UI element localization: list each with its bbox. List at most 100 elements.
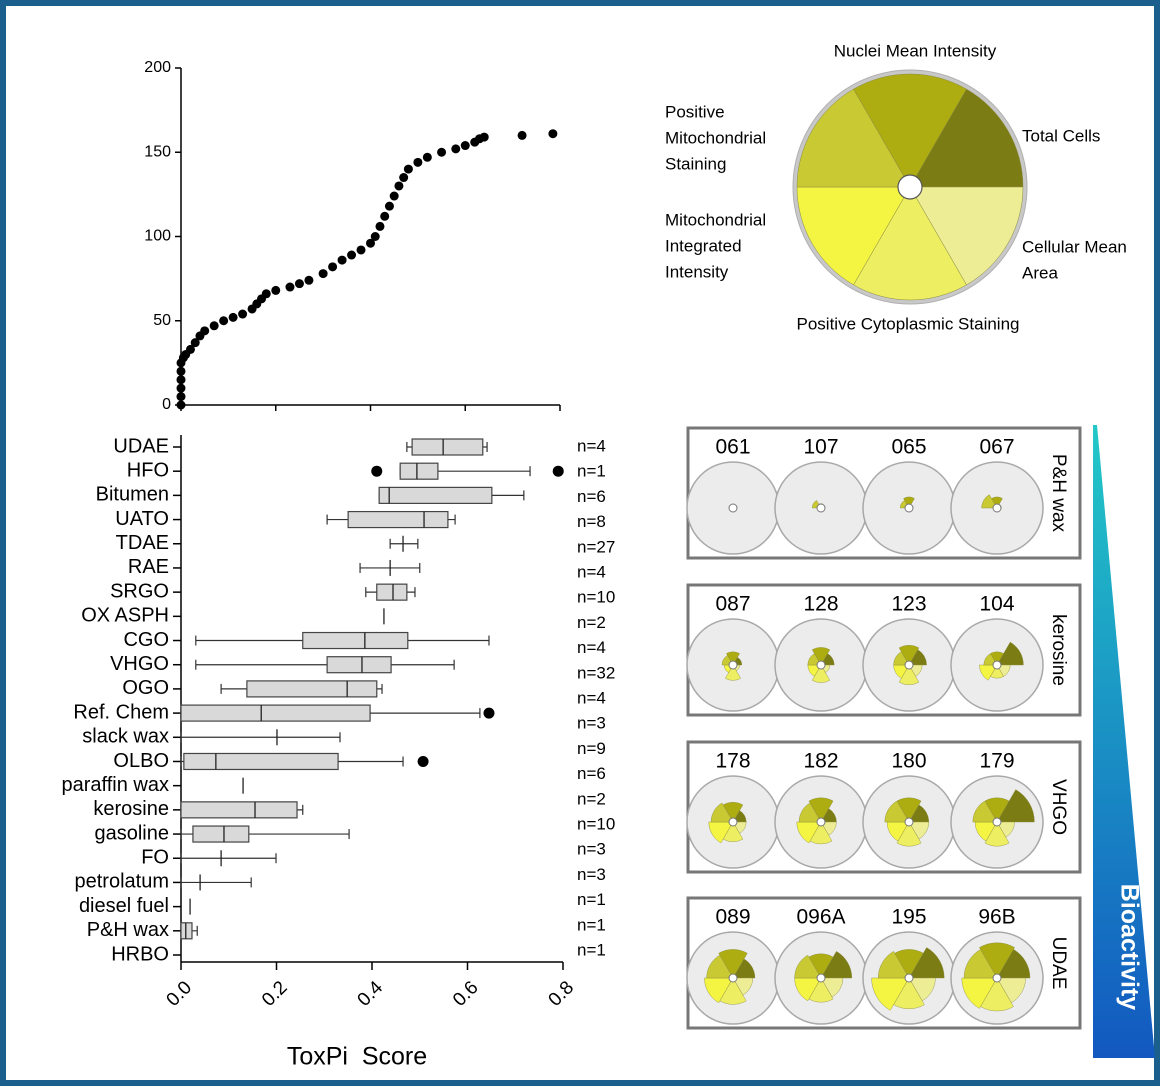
n-label: n=2	[577, 789, 606, 808]
category-label: HRBO	[111, 943, 169, 965]
point	[518, 131, 527, 140]
sample-id: 178	[715, 750, 750, 773]
y-tick-label: 50	[153, 312, 171, 329]
slice-label: Mitochondrial	[665, 210, 766, 229]
point	[238, 310, 247, 319]
point	[295, 279, 304, 288]
point	[229, 313, 238, 322]
n-label: n=4	[577, 436, 606, 455]
category-label: FO	[141, 847, 169, 869]
y-tick-label: 150	[144, 143, 171, 160]
sample-id: 123	[891, 593, 926, 616]
point	[380, 212, 389, 221]
n-label: n=3	[577, 714, 606, 733]
n-label: n=4	[577, 638, 606, 657]
box	[181, 705, 370, 721]
mini-pie-center	[993, 974, 1001, 982]
n-label: n=32	[577, 663, 615, 682]
n-label: n=10	[577, 814, 615, 833]
sample-id: 96B	[978, 906, 1015, 929]
sample-id: 096A	[796, 906, 845, 929]
n-label: n=6	[577, 487, 606, 506]
point	[262, 289, 271, 298]
sample-id: 067	[979, 436, 1014, 459]
box	[184, 753, 338, 769]
slice-label: Cellular Mean	[1022, 237, 1127, 256]
point	[200, 326, 209, 335]
category-label: RAE	[128, 556, 169, 578]
sample-id: 179	[979, 750, 1014, 773]
point	[423, 153, 432, 162]
n-label: n=9	[577, 739, 606, 758]
n-label: n=1	[577, 890, 606, 909]
mini-pie-center	[905, 661, 913, 669]
mini-pie-center	[993, 661, 1001, 669]
point	[177, 375, 186, 384]
mini-pie-center	[993, 504, 1001, 512]
mini-pie-center	[993, 818, 1001, 826]
category-label: UATO	[115, 508, 169, 530]
legend-pie-center	[898, 175, 922, 199]
mini-pie-center	[817, 974, 825, 982]
category-label: CGO	[123, 629, 169, 651]
sample-id: 104	[979, 593, 1014, 616]
group-label: VHGO	[1048, 779, 1069, 835]
box	[400, 463, 438, 479]
sample-id: 087	[715, 593, 750, 616]
n-label: n=8	[577, 512, 606, 531]
n-label: n=1	[577, 915, 606, 934]
y-tick-label: 0	[162, 396, 171, 413]
sample-id: 195	[891, 906, 926, 929]
group-label: kerosine	[1048, 614, 1069, 686]
point	[548, 129, 557, 138]
box	[379, 487, 492, 503]
sample-id: 180	[891, 750, 926, 773]
point	[390, 192, 399, 201]
point	[271, 286, 280, 295]
outlier	[553, 466, 564, 477]
category-label: UDAE	[113, 435, 169, 457]
n-label: n=2	[577, 613, 606, 632]
category-label: OLBO	[113, 750, 169, 772]
box	[181, 802, 297, 818]
annotation: Bioactivity	[1115, 884, 1143, 1011]
point	[404, 165, 413, 174]
point	[177, 392, 186, 401]
category-label: petrolatum	[75, 871, 170, 893]
box	[181, 923, 192, 939]
point	[413, 158, 422, 167]
point	[451, 144, 460, 153]
category-label: OX ASPH	[81, 605, 169, 627]
point	[285, 283, 294, 292]
sample-id: 128	[803, 593, 838, 616]
category-label: gasoline	[94, 822, 169, 844]
slice-label: Intensity	[665, 262, 729, 281]
point	[338, 256, 347, 265]
group-label: P&H wax	[1048, 454, 1069, 533]
slice-label: Integrated	[665, 236, 742, 255]
n-label: n=3	[577, 840, 606, 859]
slice-label: Positive Cytoplasmic Staining	[797, 314, 1020, 333]
point	[319, 269, 328, 278]
category-label: Ref. Chem	[73, 701, 169, 723]
slice-label: Area	[1022, 263, 1058, 282]
mini-pie-center	[905, 504, 913, 512]
category-label: slack wax	[82, 726, 169, 748]
box	[327, 657, 391, 673]
mini-pie-center	[905, 974, 913, 982]
mini-pie-center	[817, 504, 825, 512]
box	[377, 584, 407, 600]
n-label: n=1	[577, 940, 606, 959]
page: {"chart_data": [ {"type": "scatter", "co…	[0, 0, 1160, 1091]
box	[348, 512, 448, 528]
category-label: Bitumen	[96, 484, 169, 506]
mini-pie-center	[729, 818, 737, 826]
mini-pie-center	[905, 818, 913, 826]
n-label: n=10	[577, 588, 615, 607]
category-label: kerosine	[93, 798, 169, 820]
slice-label: Mitochondrial	[665, 128, 766, 147]
category-label: VHGO	[110, 653, 169, 675]
sample-id: 107	[803, 436, 838, 459]
sample-id: 089	[715, 906, 750, 929]
figure: 0501001502000.00.20.40.60.8ToxPi ScoreUD…	[0, 0, 1160, 1086]
